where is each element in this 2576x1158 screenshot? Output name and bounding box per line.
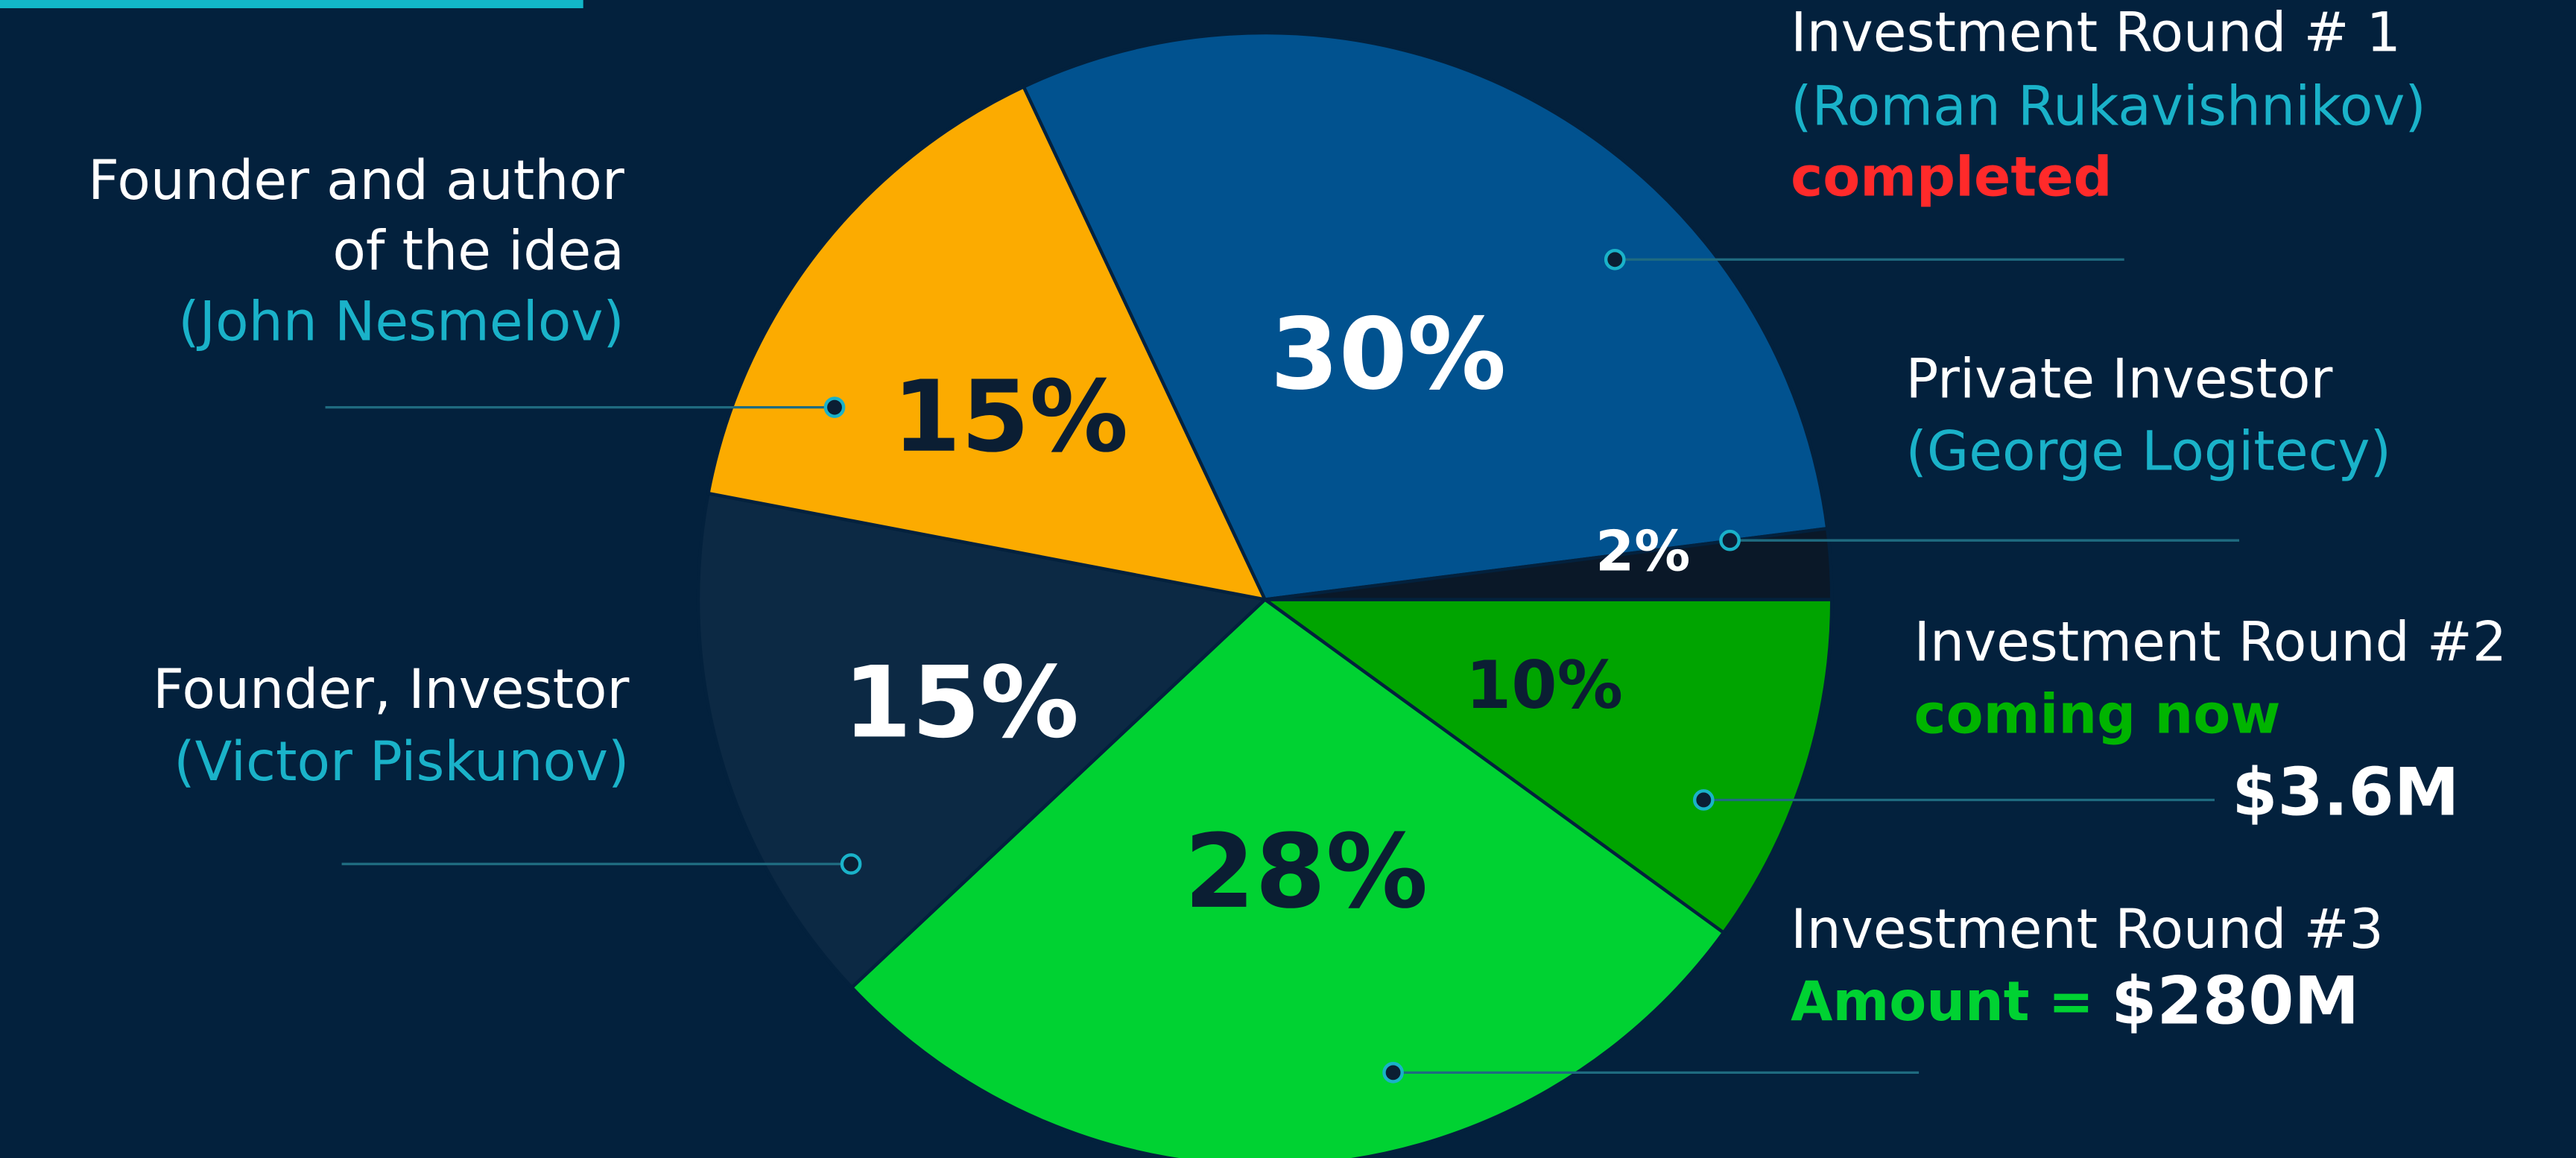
pie-slice bbox=[849, 597, 1727, 1158]
percent-label: 15% bbox=[893, 360, 1129, 475]
amount-text: $280M bbox=[2111, 962, 2359, 1039]
person-text: (George Logitecy) bbox=[1905, 420, 2391, 484]
amount-label-text: Amount = bbox=[1791, 970, 2094, 1034]
percent-label: 15% bbox=[843, 645, 1079, 760]
lines-text: Investment Round #2 bbox=[1914, 610, 2507, 674]
percent-label: 30% bbox=[1270, 297, 1507, 412]
leader-dot bbox=[1719, 529, 1741, 551]
leader-dot bbox=[840, 853, 862, 875]
lines-text: Founder and author bbox=[88, 149, 624, 212]
leader-dot bbox=[1382, 1062, 1404, 1083]
amount-text: $3.6M bbox=[2232, 753, 2459, 830]
lines-text: of the idea bbox=[332, 220, 624, 283]
leader-dot bbox=[823, 396, 846, 418]
accent-bar bbox=[0, 0, 583, 9]
lines-text: Investment Round #3 bbox=[1791, 898, 2384, 961]
percent-label: 10% bbox=[1466, 647, 1623, 724]
leader-dot bbox=[1604, 248, 1626, 270]
pie-slice bbox=[1259, 598, 1834, 935]
percent-label: 28% bbox=[1184, 813, 1428, 931]
person-text: (John Nesmelov) bbox=[178, 290, 624, 353]
status-text: coming now bbox=[1914, 683, 2280, 746]
pie-slice bbox=[706, 84, 1268, 602]
lines-text: Investment Round # 1 bbox=[1791, 1, 2401, 65]
person-text: (Roman Rukavishnikov) bbox=[1791, 75, 2426, 139]
person-text: (Victor Piskunov) bbox=[174, 730, 629, 794]
pie-slice bbox=[1021, 31, 1829, 601]
percent-label: 2% bbox=[1595, 519, 1690, 584]
leader-dot bbox=[1692, 789, 1715, 811]
lines-text: Private Investor bbox=[1905, 348, 2332, 411]
status-text: completed bbox=[1791, 145, 2112, 209]
lines-text: Founder, Investor bbox=[153, 658, 629, 721]
pie-slice bbox=[1265, 526, 1834, 601]
